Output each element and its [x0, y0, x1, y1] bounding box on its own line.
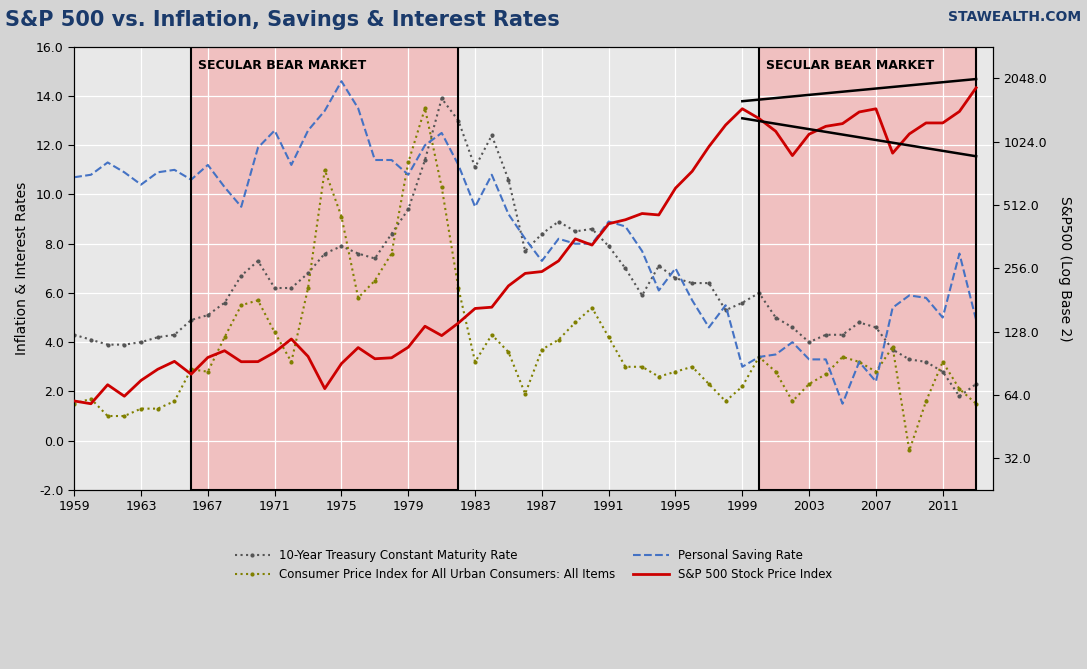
- Bar: [191, 47, 459, 490]
- Y-axis label: Inflation & Interest Rates: Inflation & Interest Rates: [15, 182, 29, 355]
- Legend: 10-Year Treasury Constant Maturity Rate, Consumer Price Index for All Urban Cons: 10-Year Treasury Constant Maturity Rate,…: [229, 545, 837, 586]
- Bar: [191, 47, 459, 490]
- Bar: [759, 47, 976, 490]
- Text: SECULAR BEAR MARKET: SECULAR BEAR MARKET: [198, 59, 366, 72]
- Text: S&P 500 vs. Inflation, Savings & Interest Rates: S&P 500 vs. Inflation, Savings & Interes…: [5, 10, 560, 30]
- Text: STAWEALTH.COM: STAWEALTH.COM: [949, 10, 1082, 24]
- Text: SECULAR BEAR MARKET: SECULAR BEAR MARKET: [765, 59, 934, 72]
- Y-axis label: S&P500 (Log Base 2): S&P500 (Log Base 2): [1058, 195, 1072, 341]
- Bar: [759, 47, 976, 490]
